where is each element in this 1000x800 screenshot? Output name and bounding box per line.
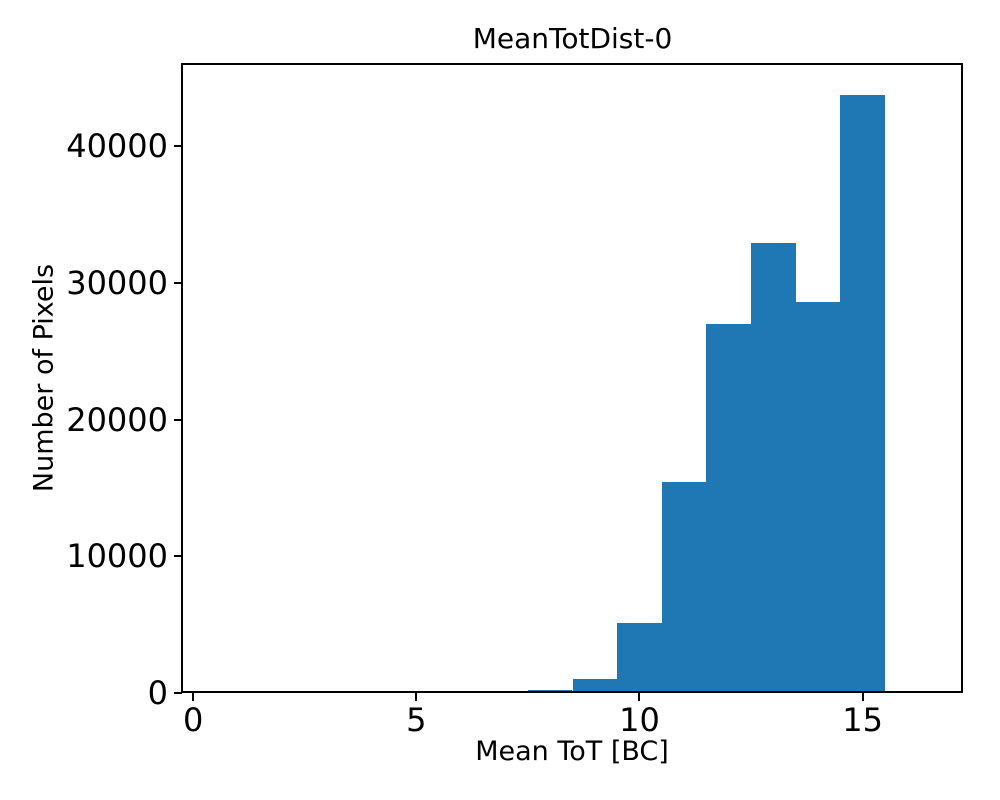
x-tick-label: 5 [406, 701, 427, 739]
x-axis-label: Mean ToT [BC] [475, 736, 669, 767]
y-tick-label: 0 [147, 674, 168, 712]
x-tick-label: 0 [182, 701, 204, 739]
y-tick-mark [174, 145, 182, 148]
x-tick-label: 10 [619, 701, 660, 739]
histogram-bar [572, 679, 618, 693]
y-tick-mark [174, 692, 182, 694]
y-tick-mark [174, 281, 182, 284]
histogram-bar [795, 301, 841, 693]
y-tick-label: 10000 [66, 537, 168, 576]
histogram-bar [661, 482, 707, 693]
chart-title: MeanTotDist-0 [472, 22, 673, 55]
histogram-bar [617, 623, 662, 693]
y-tick-label: 20000 [66, 400, 168, 439]
x-tick-label: 15 [842, 701, 883, 739]
y-tick-label: 40000 [66, 127, 168, 166]
y-tick-mark [174, 555, 182, 558]
histogram-bar [751, 243, 796, 693]
y-axis-label: Number of Pixels [28, 263, 60, 493]
histogram-bar [706, 323, 751, 693]
y-tick-label: 30000 [66, 263, 168, 302]
histogram-bar [840, 95, 885, 693]
x-tick-mark [638, 693, 641, 701]
histogram-bar [527, 689, 573, 693]
y-tick-mark [174, 418, 182, 421]
x-tick-mark [192, 693, 195, 701]
x-tick-mark [415, 693, 418, 701]
x-tick-mark [861, 693, 864, 701]
